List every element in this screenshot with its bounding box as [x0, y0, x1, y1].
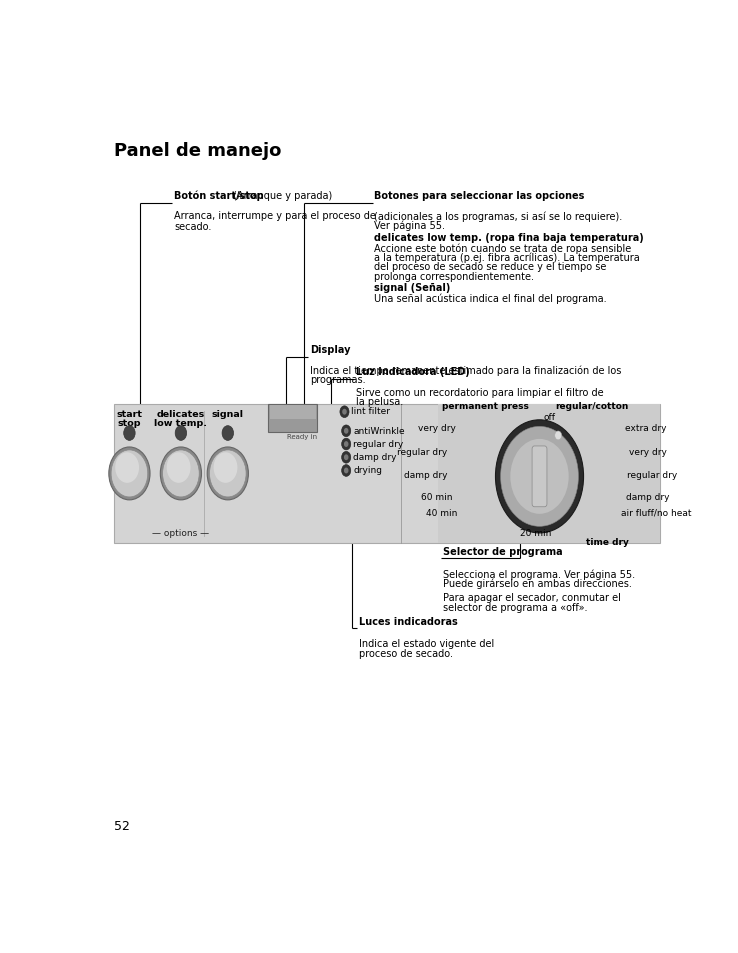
- Bar: [438, 404, 661, 543]
- Text: la pelusa.: la pelusa.: [356, 396, 403, 407]
- Text: regular dry: regular dry: [397, 447, 447, 456]
- Text: 20 min: 20 min: [520, 528, 551, 537]
- Circle shape: [500, 427, 579, 527]
- Circle shape: [124, 426, 135, 441]
- Circle shape: [342, 425, 351, 437]
- Text: start
stop: start stop: [117, 410, 142, 428]
- Circle shape: [344, 429, 348, 435]
- Circle shape: [162, 451, 199, 497]
- Text: proceso de secado.: proceso de secado.: [359, 648, 453, 658]
- Circle shape: [207, 448, 249, 500]
- Circle shape: [167, 453, 190, 483]
- Text: very dry: very dry: [418, 423, 455, 433]
- Circle shape: [344, 468, 348, 474]
- Text: extra dry: extra dry: [625, 423, 666, 433]
- Text: del proceso de secado se reduce y el tiempo se: del proceso de secado se reduce y el tie…: [374, 262, 607, 272]
- Bar: [269, 404, 317, 432]
- Text: 60 min: 60 min: [421, 493, 452, 502]
- Bar: [269, 406, 316, 419]
- Text: antiWrinkle: antiWrinkle: [353, 426, 404, 436]
- Circle shape: [175, 426, 187, 441]
- Text: programas.: programas.: [310, 375, 366, 385]
- Text: Luz indicadora (LED): Luz indicadora (LED): [356, 367, 469, 377]
- FancyBboxPatch shape: [532, 447, 547, 507]
- Text: 40 min: 40 min: [427, 508, 458, 517]
- Circle shape: [115, 453, 139, 483]
- Text: Display: Display: [310, 345, 351, 355]
- Text: a la temperatura (p.ej. fibra acrílicas). La temperatura: a la temperatura (p.ej. fibra acrílicas)…: [374, 253, 640, 263]
- Text: regular dry: regular dry: [627, 471, 677, 480]
- Circle shape: [340, 406, 349, 418]
- Circle shape: [222, 426, 233, 441]
- Text: drying: drying: [353, 466, 382, 475]
- Text: (adicionales a los programas, si así se lo requiere).: (adicionales a los programas, si así se …: [374, 212, 622, 222]
- Circle shape: [342, 438, 351, 451]
- Circle shape: [210, 451, 246, 497]
- Circle shape: [213, 453, 238, 483]
- Text: regular/cotton: regular/cotton: [556, 402, 629, 411]
- Text: Arranca, interrumpe y para el proceso de: Arranca, interrumpe y para el proceso de: [174, 212, 376, 221]
- Text: (Arranque y parada): (Arranque y parada): [230, 191, 332, 201]
- Text: 52: 52: [114, 819, 130, 832]
- Text: Indica el estado vigente del: Indica el estado vigente del: [359, 639, 494, 648]
- Text: signal (Señal): signal (Señal): [374, 283, 451, 294]
- Circle shape: [511, 439, 569, 515]
- Circle shape: [344, 455, 348, 460]
- Text: Indica el tiempo remanente estimado para la finalización de los: Indica el tiempo remanente estimado para…: [310, 365, 621, 375]
- Circle shape: [108, 448, 150, 500]
- Text: Una señal acústica indica el final del programa.: Una señal acústica indica el final del p…: [374, 294, 607, 304]
- Text: damp dry: damp dry: [404, 471, 447, 480]
- Text: Para apagar el secador, conmutar el: Para apagar el secador, conmutar el: [443, 593, 621, 603]
- Text: Ready in: Ready in: [287, 434, 317, 439]
- Text: Selector de programa: Selector de programa: [443, 547, 562, 557]
- Circle shape: [344, 441, 348, 448]
- Text: permanent press: permanent press: [442, 402, 529, 411]
- Circle shape: [342, 452, 351, 464]
- Text: Botones para seleccionar las opciones: Botones para seleccionar las opciones: [374, 191, 584, 201]
- Text: Luces indicadoras: Luces indicadoras: [359, 617, 458, 626]
- Text: damp dry: damp dry: [353, 453, 396, 461]
- Text: delicates
low temp.: delicates low temp.: [154, 410, 207, 428]
- Circle shape: [111, 451, 148, 497]
- Text: Botón start/stop: Botón start/stop: [174, 191, 263, 201]
- Text: lint filter: lint filter: [351, 406, 390, 416]
- Bar: [114, 404, 661, 543]
- Text: delicates low temp. (ropa fina baja temperatura): delicates low temp. (ropa fina baja temp…: [374, 233, 644, 242]
- Circle shape: [555, 432, 562, 440]
- Text: selector de programa a «off».: selector de programa a «off».: [443, 602, 587, 613]
- Text: secado.: secado.: [174, 221, 211, 232]
- Text: off: off: [544, 413, 556, 422]
- Text: damp dry: damp dry: [626, 493, 669, 502]
- Circle shape: [342, 465, 351, 476]
- Text: very dry: very dry: [629, 447, 666, 456]
- Text: Accione este botón cuando se trata de ropa sensible: Accione este botón cuando se trata de ro…: [374, 243, 632, 253]
- Text: air fluff/no heat: air fluff/no heat: [621, 508, 692, 517]
- Circle shape: [342, 410, 347, 416]
- Circle shape: [160, 448, 201, 500]
- Circle shape: [495, 420, 584, 534]
- Text: Ver página 55.: Ver página 55.: [374, 221, 445, 232]
- Text: Selecciona el programa. Ver página 55.: Selecciona el programa. Ver página 55.: [443, 569, 635, 579]
- Text: regular dry: regular dry: [353, 439, 403, 448]
- Text: — options —: — options —: [152, 528, 210, 537]
- Text: signal: signal: [212, 410, 244, 418]
- Text: Sirve como un recordatorio para limpiar el filtro de: Sirve como un recordatorio para limpiar …: [356, 387, 604, 397]
- Text: Puede girárselo en ambas direcciones.: Puede girárselo en ambas direcciones.: [443, 578, 632, 589]
- Text: time dry: time dry: [586, 537, 629, 547]
- Text: Panel de manejo: Panel de manejo: [114, 142, 281, 160]
- Text: prolonga correspondientemente.: prolonga correspondientemente.: [374, 272, 534, 281]
